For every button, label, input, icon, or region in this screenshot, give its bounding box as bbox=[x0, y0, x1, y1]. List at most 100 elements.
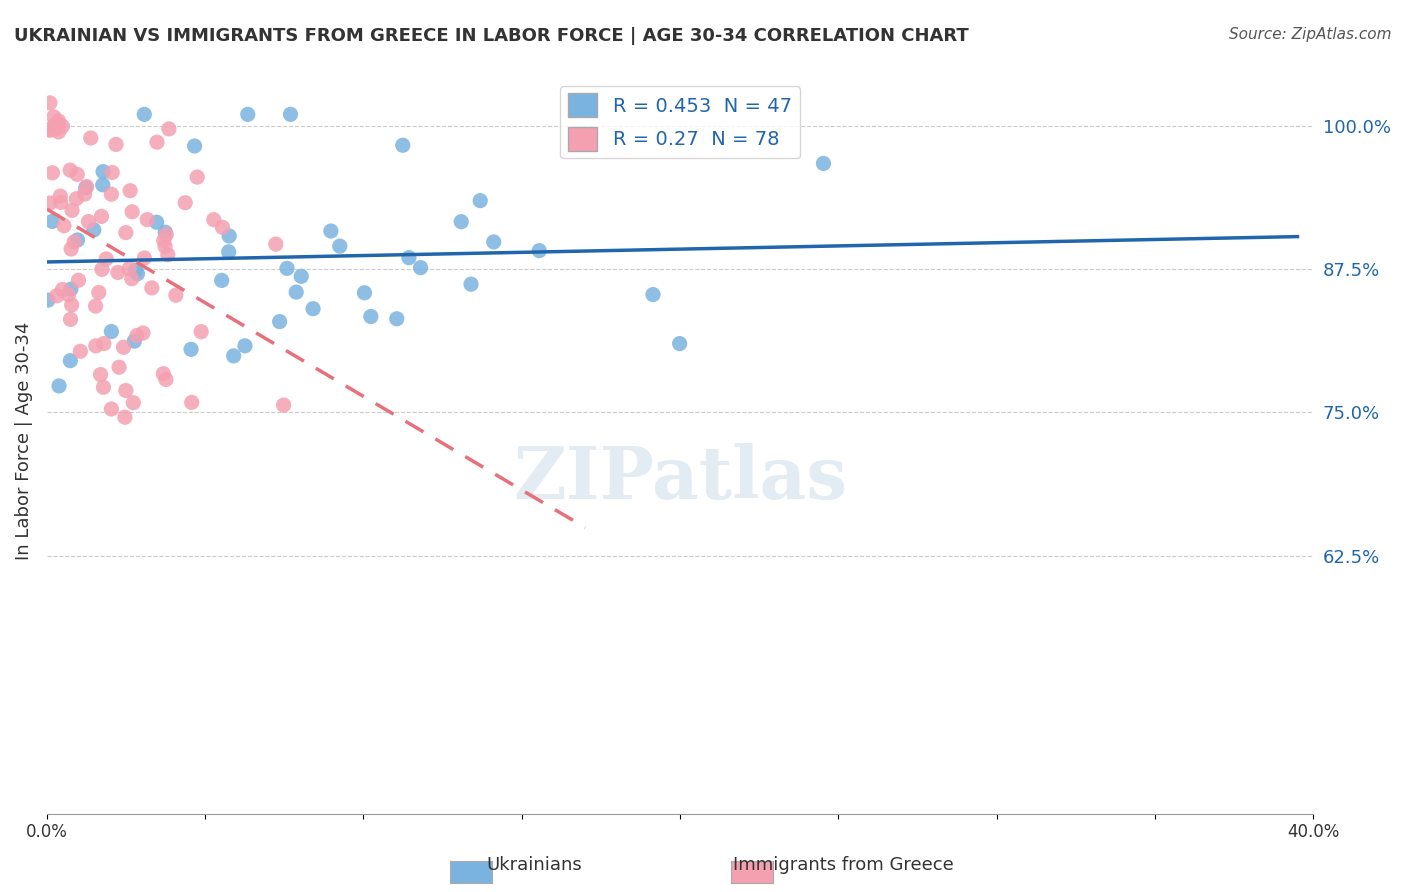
Point bbox=[668, 336, 690, 351]
Point bbox=[211, 273, 233, 287]
Point bbox=[107, 265, 129, 279]
Point bbox=[45, 289, 67, 303]
Point bbox=[482, 235, 505, 249]
Point bbox=[80, 131, 103, 145]
Point bbox=[59, 282, 82, 296]
Point bbox=[46, 117, 69, 131]
Point bbox=[269, 315, 291, 329]
Point bbox=[90, 368, 112, 382]
Point bbox=[122, 395, 145, 409]
Point bbox=[302, 301, 325, 316]
Point bbox=[155, 225, 177, 239]
Point bbox=[100, 402, 122, 417]
Point bbox=[146, 135, 169, 149]
Point bbox=[329, 239, 352, 253]
Point bbox=[125, 263, 148, 277]
Point bbox=[165, 288, 187, 302]
Point bbox=[38, 196, 60, 211]
Point bbox=[125, 328, 148, 343]
Point bbox=[273, 398, 295, 412]
Point bbox=[83, 223, 105, 237]
Point bbox=[67, 273, 90, 287]
Point bbox=[460, 277, 482, 292]
Point bbox=[91, 164, 114, 178]
Text: Ukrainians: Ukrainians bbox=[486, 855, 582, 873]
Point bbox=[87, 285, 110, 300]
Point bbox=[37, 293, 59, 307]
Point bbox=[93, 380, 115, 394]
Point bbox=[96, 252, 118, 266]
Point bbox=[65, 192, 87, 206]
Text: Source: ZipAtlas.com: Source: ZipAtlas.com bbox=[1229, 27, 1392, 42]
Point bbox=[264, 237, 287, 252]
Point bbox=[385, 311, 408, 326]
Point bbox=[90, 210, 112, 224]
Point bbox=[360, 310, 382, 324]
Point bbox=[59, 353, 82, 368]
Point bbox=[145, 215, 167, 229]
Point bbox=[132, 326, 155, 340]
Point bbox=[84, 299, 107, 313]
Point bbox=[180, 343, 202, 357]
Point bbox=[529, 244, 551, 258]
Point bbox=[285, 285, 308, 299]
Point bbox=[91, 178, 114, 192]
Point bbox=[112, 340, 135, 354]
Point bbox=[280, 107, 302, 121]
Point bbox=[450, 215, 472, 229]
Point bbox=[120, 184, 142, 198]
Point bbox=[76, 179, 98, 194]
Point bbox=[218, 244, 240, 259]
Point bbox=[276, 261, 298, 276]
Point bbox=[152, 234, 174, 248]
Point bbox=[63, 235, 86, 249]
Point bbox=[190, 325, 212, 339]
Point bbox=[202, 212, 225, 227]
Point bbox=[66, 167, 89, 181]
Point bbox=[59, 312, 82, 326]
Text: UKRAINIAN VS IMMIGRANTS FROM GREECE IN LABOR FORCE | AGE 30-34 CORRELATION CHART: UKRAINIAN VS IMMIGRANTS FROM GREECE IN L… bbox=[14, 27, 969, 45]
Point bbox=[134, 107, 156, 121]
Point bbox=[157, 122, 180, 136]
Point bbox=[39, 123, 62, 137]
Point bbox=[51, 120, 73, 134]
Y-axis label: In Labor Force | Age 30-34: In Labor Force | Age 30-34 bbox=[15, 322, 32, 560]
Point bbox=[290, 269, 312, 284]
Point bbox=[91, 262, 114, 277]
Point bbox=[38, 122, 60, 136]
Point bbox=[155, 227, 177, 242]
Point bbox=[115, 384, 138, 398]
Point bbox=[104, 137, 127, 152]
Point bbox=[114, 410, 136, 425]
Point bbox=[141, 281, 163, 295]
Text: Immigrants from Greece: Immigrants from Greece bbox=[733, 855, 955, 873]
Point bbox=[60, 242, 83, 256]
Point bbox=[49, 195, 72, 210]
Point bbox=[222, 349, 245, 363]
Point bbox=[51, 282, 73, 296]
Point bbox=[153, 239, 176, 253]
Point bbox=[180, 395, 202, 409]
Point bbox=[42, 110, 65, 124]
Point bbox=[398, 251, 420, 265]
Point bbox=[52, 219, 75, 233]
Point bbox=[49, 189, 72, 203]
Point bbox=[108, 360, 131, 375]
Point bbox=[470, 194, 492, 208]
Point bbox=[641, 287, 664, 301]
Point bbox=[186, 170, 208, 185]
Point bbox=[118, 261, 141, 276]
Point bbox=[48, 125, 70, 139]
Point bbox=[156, 248, 179, 262]
Legend: R = 0.453  N = 47, R = 0.27  N = 78: R = 0.453 N = 47, R = 0.27 N = 78 bbox=[561, 86, 800, 159]
Point bbox=[813, 156, 835, 170]
Point bbox=[84, 339, 107, 353]
Point bbox=[101, 165, 124, 179]
Point bbox=[60, 298, 83, 312]
Point bbox=[236, 107, 259, 121]
Point bbox=[100, 187, 122, 202]
Point bbox=[391, 138, 413, 153]
Point bbox=[121, 204, 143, 219]
Point bbox=[127, 267, 149, 281]
Point bbox=[152, 367, 174, 381]
